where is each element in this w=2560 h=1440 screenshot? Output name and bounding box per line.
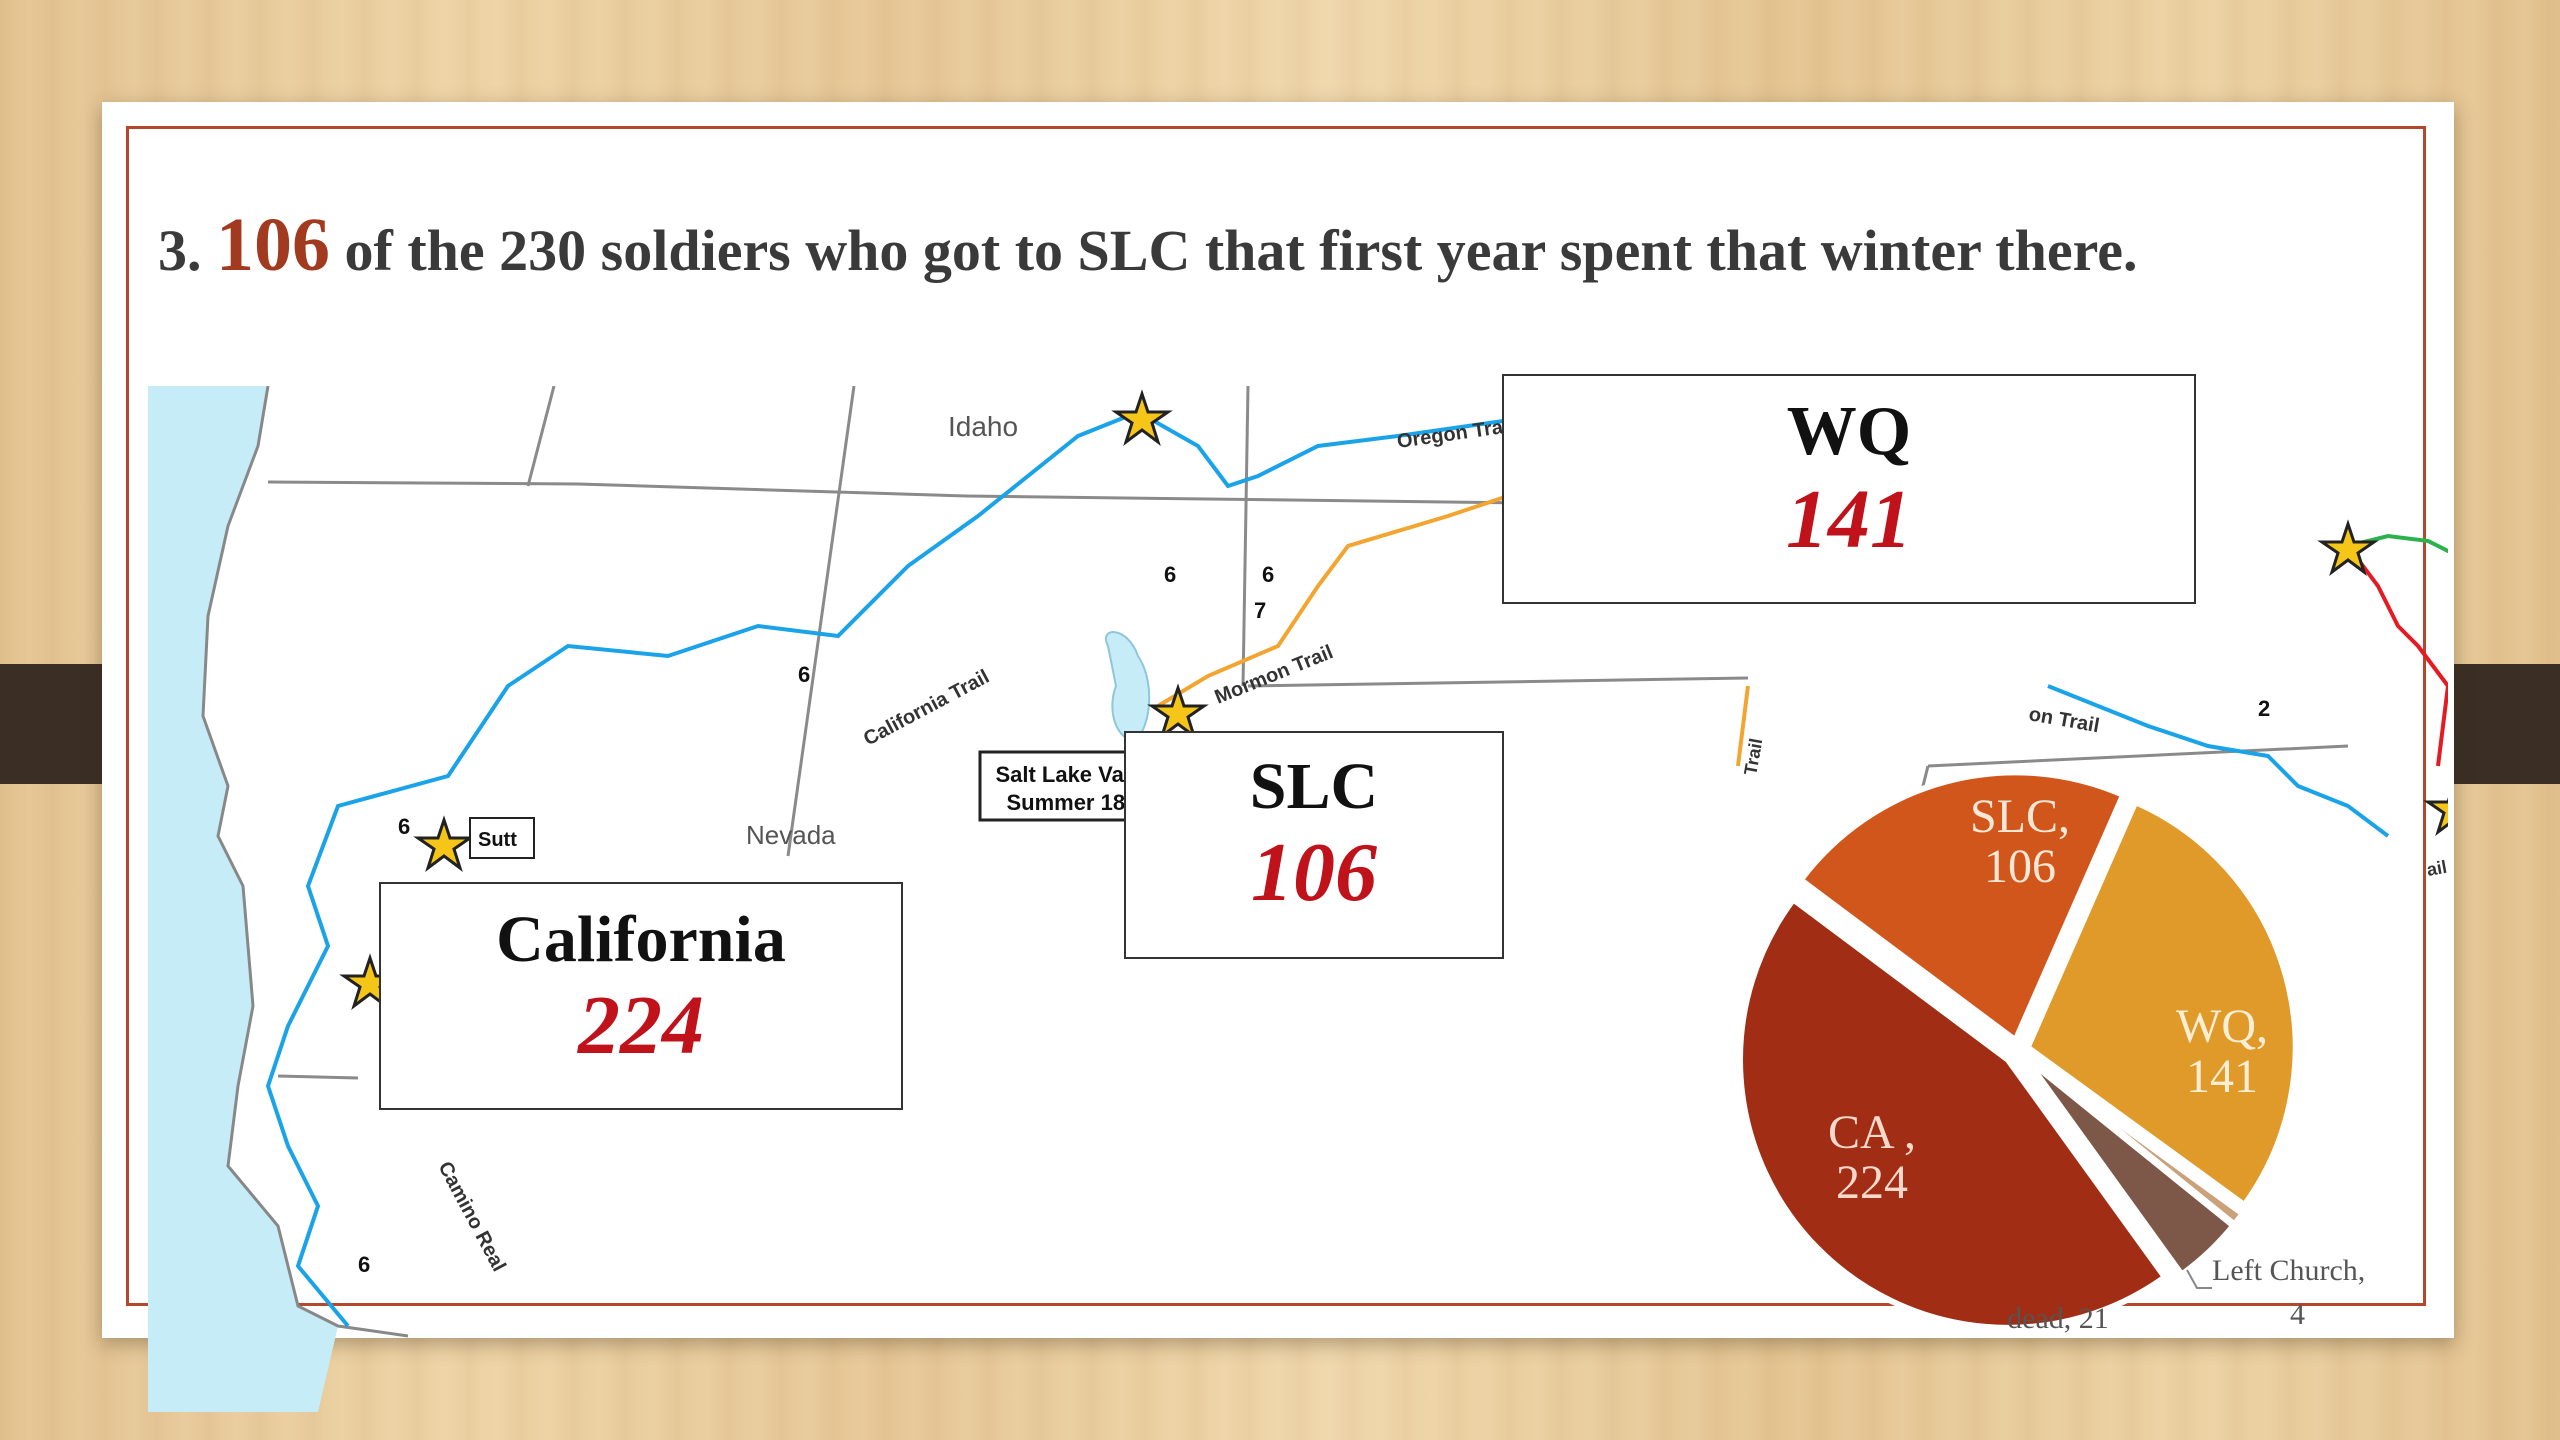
slc-box: SLC 106 xyxy=(1124,731,1504,959)
state-label-idaho: Idaho xyxy=(948,411,1018,442)
pie-slice-slc xyxy=(1796,769,2128,1045)
slide: 3. 106 of the 230 soldiers who got to SL… xyxy=(102,102,2454,1412)
route-number-4: 6 xyxy=(1164,562,1176,587)
pie-label-wq: WQ, xyxy=(2176,1000,2268,1053)
sutter-callout-box xyxy=(469,817,535,859)
pie-chart: SLC,106 WQ,141 Left Church, 4 dead, 21 CA ,22… xyxy=(1737,769,2365,1335)
title-prefix: 3. xyxy=(158,218,202,283)
pie-slice-ca xyxy=(1737,895,2170,1331)
slide-title: 3. 106 of the 230 soldiers who got to SL… xyxy=(158,190,2398,300)
route-number-7: 7 xyxy=(1254,598,1266,623)
pie-label-left-church: Left Church, xyxy=(2212,1254,2365,1287)
pie-slice-dead xyxy=(2022,1054,2238,1279)
wq-box: WQ 141 xyxy=(1502,374,2196,604)
route-blue-east xyxy=(2047,684,2390,838)
route-number-1: 6 xyxy=(398,814,410,839)
pie-label-ca: CA , xyxy=(1828,1106,1916,1159)
california-label: California xyxy=(496,903,786,976)
california-box: California 224 xyxy=(379,882,903,1110)
route-number-2-east: 2 xyxy=(2258,696,2270,721)
star-east-2 xyxy=(2423,797,2448,837)
title-of: of xyxy=(344,218,393,283)
california-value: 224 xyxy=(578,979,704,1072)
title-rest: the 230 soldiers who got to SLC that fir… xyxy=(407,218,2138,283)
pie-slice-wq xyxy=(2023,798,2299,1210)
route-red xyxy=(2346,544,2448,767)
route-blue xyxy=(265,404,1569,1328)
trail-label-ail: ail xyxy=(2425,857,2448,880)
star-slc xyxy=(1147,683,1209,741)
star-sutter xyxy=(413,815,475,873)
trail-label-oregon: Oregon Trail xyxy=(1396,415,1516,453)
slide-frame xyxy=(126,126,2426,1306)
sutter-callout-text: Sutt xyxy=(478,829,517,851)
route-green xyxy=(2347,533,2448,554)
route-orange-south xyxy=(1736,685,1750,767)
route-number-2: 6 xyxy=(358,1252,370,1277)
title-highlight-number: 106 xyxy=(216,203,330,287)
route-number-3: 6 xyxy=(798,662,810,687)
slc-value: 106 xyxy=(1251,826,1377,919)
pie-value-wq: 141 xyxy=(2186,1050,2258,1103)
wq-value: 141 xyxy=(1786,473,1912,566)
wq-label: WQ xyxy=(1786,393,1912,470)
pie-label-dead: dead, 21 xyxy=(2007,1302,2109,1335)
pie-value-slc: 106 xyxy=(1984,840,2056,893)
pie-leader-line-left-church xyxy=(2186,1269,2212,1289)
pie-label-slc: SLC, xyxy=(1970,790,2070,843)
state-label-nevada: Nevada xyxy=(746,820,836,850)
pie-value-left-church: 4 xyxy=(2290,1298,2305,1331)
great-salt-lake xyxy=(1105,631,1151,743)
trail-label-camino: Camino Real xyxy=(434,1158,510,1275)
pie-value-ca: 224 xyxy=(1836,1156,1908,1209)
route-number-5: 6 xyxy=(1262,562,1274,587)
pie-labels: SLC,106 WQ,141 Left Church, 4 dead, 21 CA ,22… xyxy=(1828,790,2365,1335)
star-east-1 xyxy=(2317,519,2379,577)
pie-slices xyxy=(1737,769,2299,1331)
star-idaho xyxy=(1111,389,1173,447)
slc-label: SLC xyxy=(1249,750,1379,823)
coastline xyxy=(201,386,409,1338)
